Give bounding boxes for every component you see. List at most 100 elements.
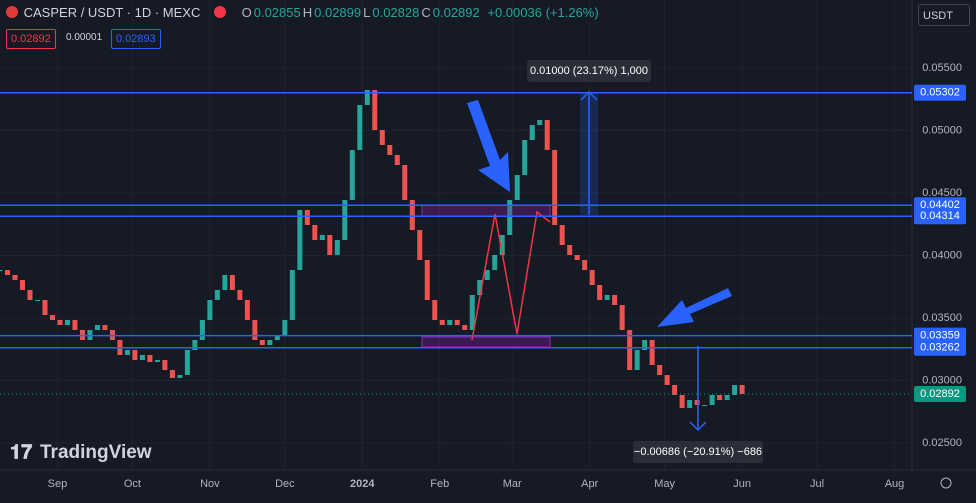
spread: 0.00001	[66, 32, 103, 43]
candle	[589, 270, 595, 285]
candle	[432, 300, 438, 320]
level-label: 0.03359	[920, 330, 960, 342]
candle	[672, 385, 678, 395]
candle	[439, 320, 445, 325]
ohlc-value: 0.02828	[372, 5, 420, 20]
pointer-arrow	[657, 288, 732, 327]
x-tick-label: Dec	[275, 478, 295, 490]
ohlc: O 0.02855 H 0.02899 L 0.02828 C 0.02892	[242, 5, 482, 20]
candle	[717, 395, 723, 400]
candle	[687, 400, 693, 408]
candle	[214, 290, 220, 300]
candle	[679, 395, 685, 408]
x-tick-label: Jun	[733, 478, 751, 490]
candle	[259, 340, 265, 345]
candle	[102, 325, 108, 330]
currency-select[interactable]: USDT	[918, 4, 970, 26]
candle	[312, 225, 318, 240]
zone-box	[421, 204, 551, 217]
candle	[94, 325, 100, 330]
ask-box[interactable]: 0.02893	[111, 29, 161, 49]
y-tick-label: 0.05500	[922, 62, 962, 74]
level-label-box	[914, 84, 966, 101]
candle	[702, 405, 708, 406]
candle	[49, 315, 55, 320]
candle	[177, 375, 183, 378]
x-tick-label: Sep	[48, 478, 68, 490]
candle	[0, 270, 3, 271]
y-tick-label: 0.04000	[922, 249, 962, 261]
candle	[379, 130, 385, 145]
alert-icon	[213, 6, 226, 18]
candle	[537, 120, 543, 125]
measure-arrow	[689, 421, 707, 432]
x-tick-label: Apr	[581, 478, 598, 490]
level-label: 0.03262	[920, 342, 960, 354]
ohlc-key: O	[241, 5, 252, 20]
candle	[327, 235, 333, 255]
candle	[627, 330, 633, 370]
candle	[222, 275, 228, 290]
candle	[357, 105, 363, 150]
x-tick-label: 2024	[350, 478, 375, 490]
candle	[282, 320, 288, 335]
candle	[289, 270, 295, 320]
level-label: 0.04402	[920, 199, 960, 211]
candle	[529, 125, 535, 140]
bid-box[interactable]: 0.02892	[6, 29, 56, 49]
candle	[34, 300, 40, 301]
candle	[477, 280, 483, 295]
candle	[274, 335, 280, 340]
candle	[582, 260, 588, 270]
candle	[514, 175, 520, 200]
zone-box	[421, 336, 551, 348]
candle	[559, 225, 565, 245]
candle	[402, 165, 408, 200]
candle	[27, 290, 33, 300]
y-tick-label: 0.03000	[922, 374, 962, 386]
x-tick-label: Mar	[503, 478, 522, 490]
candle	[244, 300, 250, 320]
candle	[12, 275, 18, 280]
x-tick-label: Jul	[810, 478, 824, 490]
candle	[147, 355, 153, 362]
settings-icon[interactable]	[940, 477, 952, 489]
candle	[19, 280, 25, 290]
ohlc-value: 0.02899	[314, 5, 362, 20]
annotation-box	[633, 441, 763, 463]
ohlc-key: L	[363, 5, 371, 20]
candle	[447, 320, 453, 325]
candle	[492, 255, 498, 270]
candle	[634, 350, 640, 370]
candle	[132, 350, 138, 360]
candle	[657, 365, 663, 375]
candle	[484, 270, 490, 280]
candle	[522, 140, 528, 175]
plot	[0, 0, 912, 470]
candle	[184, 350, 190, 375]
w-pattern	[471, 210, 551, 341]
last-price-box	[914, 386, 966, 402]
candle	[139, 355, 145, 360]
candle	[604, 295, 610, 300]
candle	[124, 350, 130, 355]
level-label-box	[914, 327, 966, 344]
candle	[229, 275, 235, 290]
candle	[649, 340, 655, 365]
pointer-arrow	[467, 100, 510, 192]
candle	[64, 320, 70, 325]
y-tick-label: 0.03500	[922, 312, 962, 324]
ohlc-value: 0.02855	[253, 5, 301, 20]
candle	[57, 320, 63, 325]
candle	[334, 240, 340, 255]
candle	[417, 230, 423, 260]
candle	[4, 270, 10, 275]
symbol[interactable]: CASPER / USDT · 1D · MEXC	[23, 5, 201, 20]
candle	[739, 385, 745, 394]
candle	[409, 200, 415, 230]
candle	[597, 285, 603, 300]
candle	[567, 245, 573, 255]
symbol-icon	[6, 6, 18, 18]
